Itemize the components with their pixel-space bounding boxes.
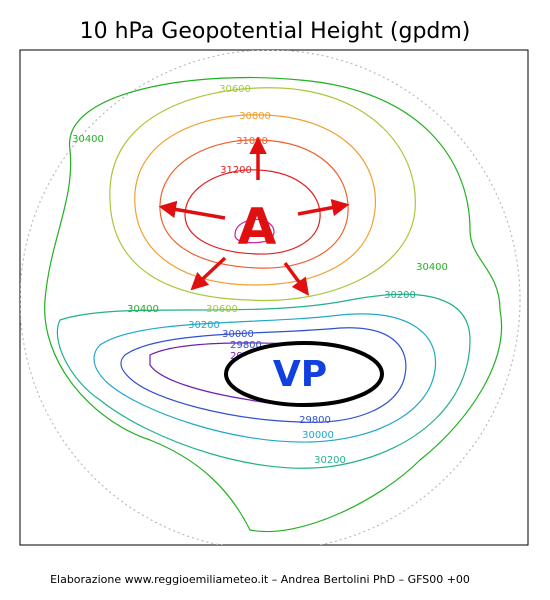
contour-label: 30400: [416, 262, 448, 273]
arrow: [190, 256, 227, 291]
vortex-ellipse: [224, 341, 384, 407]
contour-label: 30200: [384, 290, 416, 301]
contour-label: 30600: [206, 304, 238, 315]
contour-label: 29800: [230, 340, 262, 351]
contour-label: 29800: [299, 415, 331, 426]
arrow: [158, 200, 226, 220]
arrow: [283, 261, 310, 296]
title: 10 hPa Geopotential Height (gpdm): [80, 19, 471, 44]
contour-label: 31200: [220, 165, 252, 176]
contour-line: [234, 218, 275, 244]
contour-label: 30200: [188, 320, 220, 331]
vortex-label: VP: [273, 354, 327, 395]
contour-line: [109, 87, 416, 302]
contour-line: [44, 76, 502, 533]
contour-label: 30200: [314, 455, 346, 466]
contour-line: [184, 169, 321, 255]
outflow-arrows: [158, 136, 350, 296]
high-label: A: [238, 198, 277, 256]
footer: Elaborazione www.reggioemiliameteo.it – …: [50, 573, 470, 586]
arrow: [297, 198, 350, 217]
contour-line: [56, 293, 471, 469]
contour-label: 30800: [239, 111, 271, 122]
contour-label: 30000: [302, 430, 334, 441]
contour-label: 30000: [222, 329, 254, 340]
map-frame: [19, 49, 529, 546]
contour-label: 30600: [219, 84, 251, 95]
contour-label: 31000: [236, 136, 268, 147]
contour-label: 30400: [72, 134, 104, 145]
contour-label: 30400: [127, 304, 159, 315]
contour-line: [93, 313, 437, 443]
globe-edge: [20, 50, 521, 545]
contour-line: [120, 327, 407, 423]
